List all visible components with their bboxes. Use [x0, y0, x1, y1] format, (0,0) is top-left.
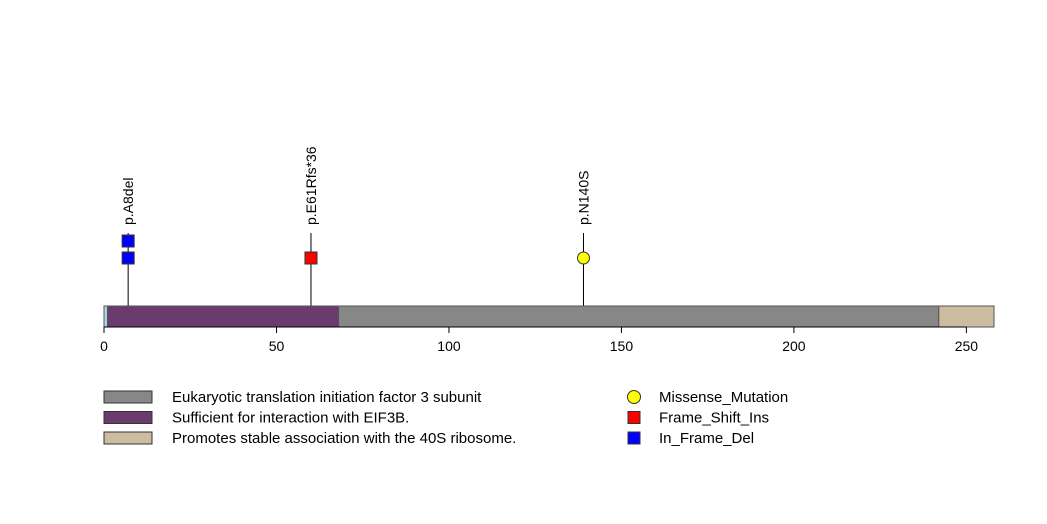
legend-marker: [627, 431, 641, 445]
mutation-label: p.N140S: [575, 171, 591, 225]
legend-domain-label: Sufficient for interaction with EIF3B.: [172, 410, 409, 427]
mutation-marker: [121, 234, 135, 248]
tick-label: 200: [782, 338, 806, 354]
legend-marker: [627, 411, 641, 424]
mutation-label: p.A8del: [120, 178, 136, 225]
legend-type-label: Frame_Shift_Ins: [659, 410, 769, 427]
legend-swatch: [103, 411, 153, 424]
legend: Eukaryotic translation initiation factor…: [103, 389, 788, 447]
mutation-markers: [121, 234, 590, 265]
legend-swatch: [103, 431, 153, 445]
legend-domain-label: Promotes stable association with the 40S…: [172, 430, 516, 447]
legend-type-label: In_Frame_Del: [659, 430, 754, 447]
legend-swatch: [103, 390, 153, 404]
protein-track: [103, 305, 995, 328]
x-axis: 0 50 100 150 200 250: [100, 326, 979, 354]
mutation-marker: [121, 251, 135, 265]
tick-label: 250: [955, 338, 979, 354]
domain-1: [338, 305, 940, 328]
legend-marker: [627, 390, 641, 404]
legend-domain-label: Eukaryotic translation initiation factor…: [172, 389, 482, 406]
mutation-marker: [304, 251, 318, 265]
tick-label: 50: [269, 338, 285, 354]
tick-label: 100: [437, 338, 461, 354]
domain-0: [106, 305, 340, 328]
mutation-marker: [576, 251, 590, 265]
domain-2: [938, 305, 995, 328]
tick-label: 0: [100, 338, 108, 354]
tick-label: 150: [610, 338, 634, 354]
mutation-label: p.E61Rfs*36: [303, 146, 319, 225]
legend-type-label: Missense_Mutation: [659, 389, 788, 406]
mutation-labels: p.A8del p.E61Rfs*36 p.N140S: [120, 146, 591, 225]
